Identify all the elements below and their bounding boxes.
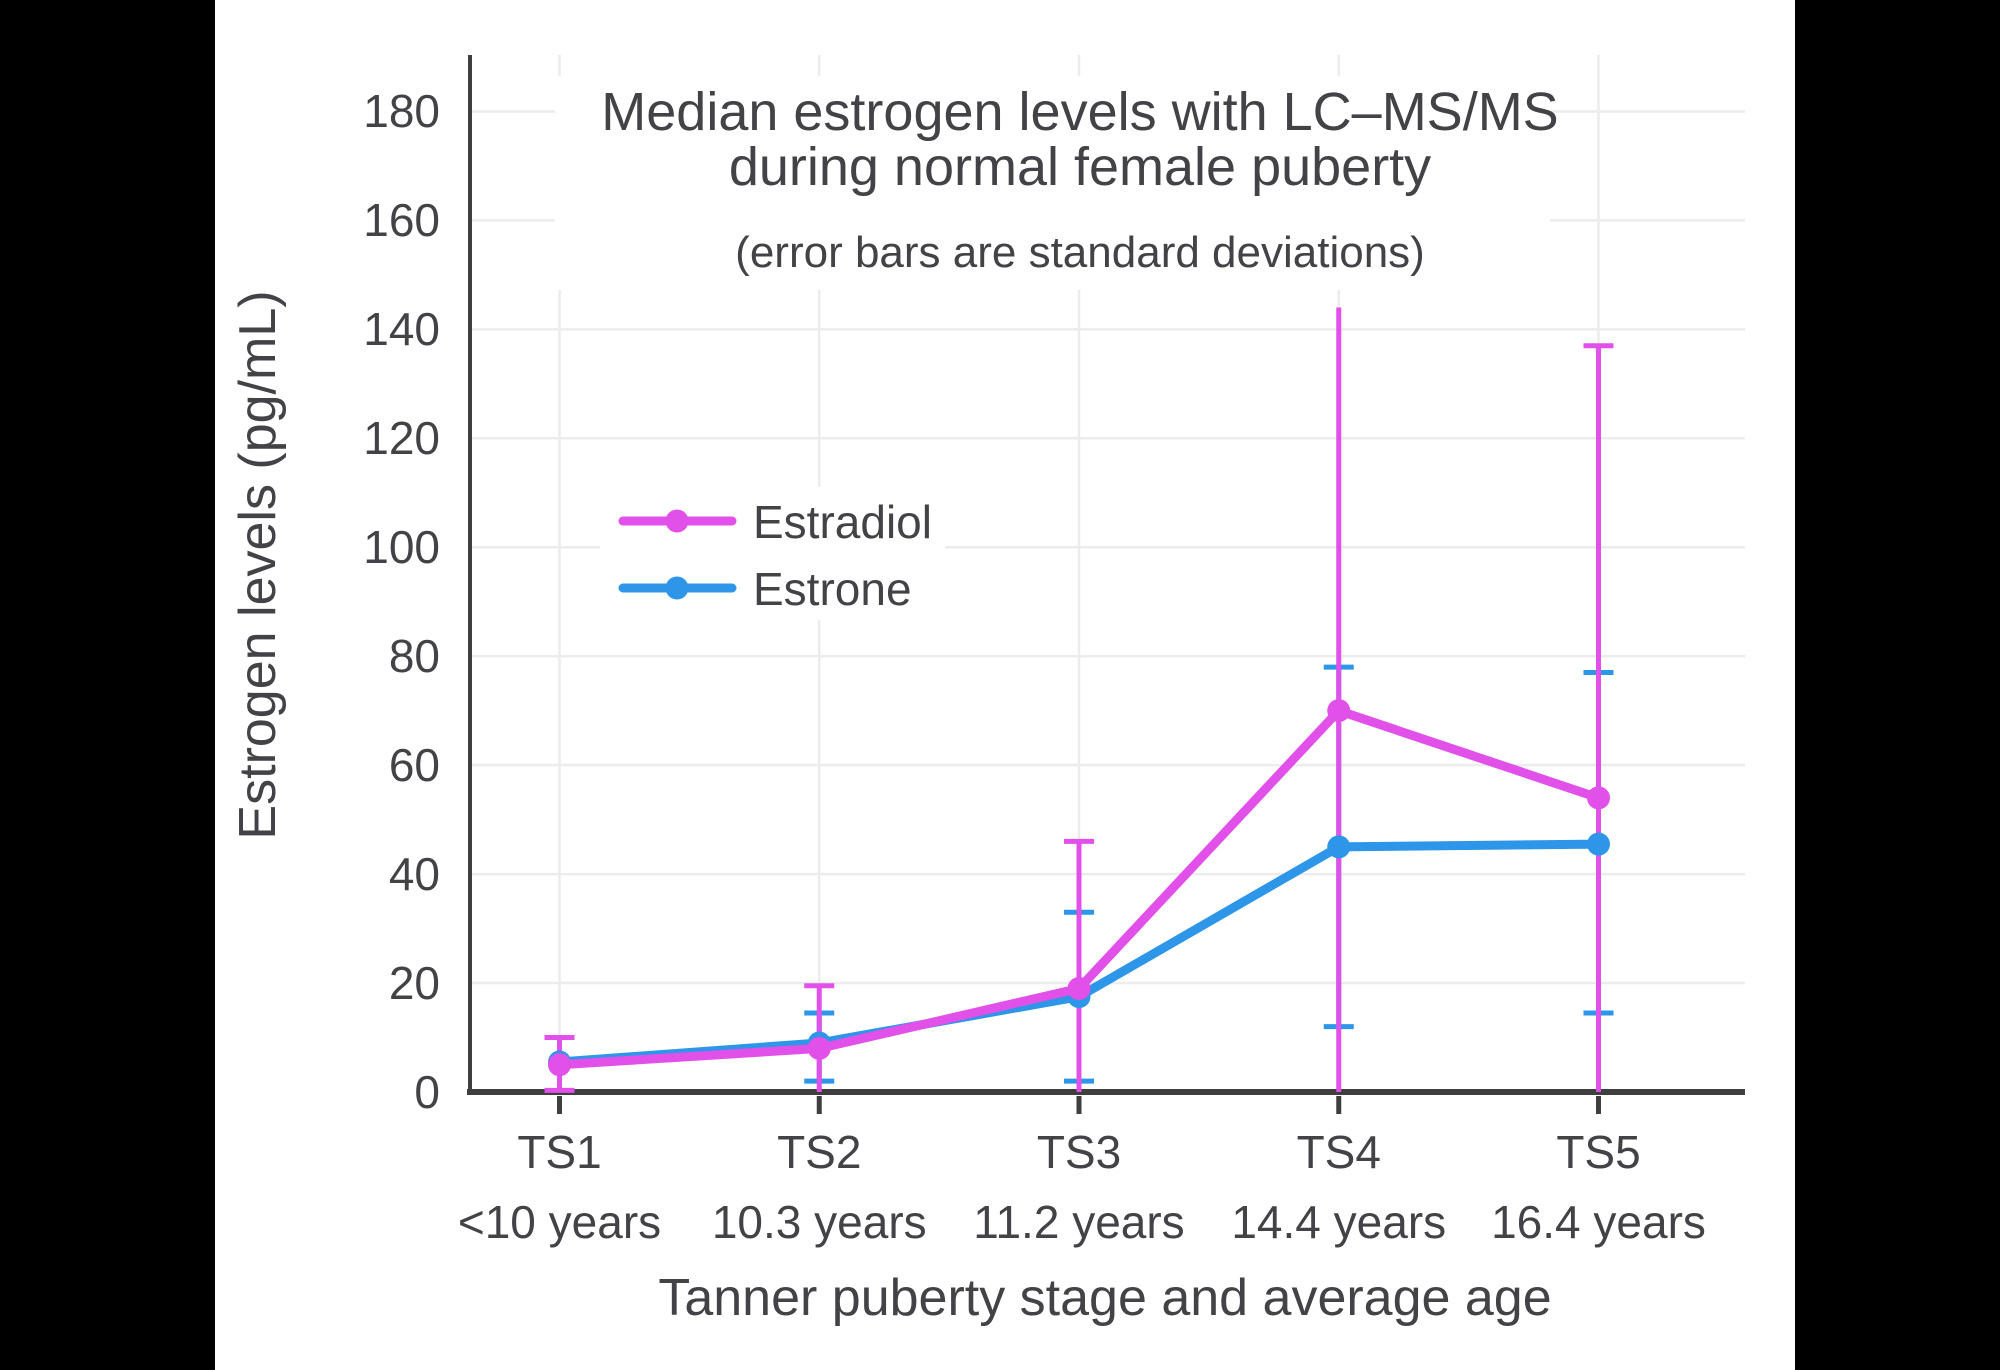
legend-label-estrone: Estrone: [753, 563, 912, 615]
x-tick-label-TS4: TS4: [1296, 1126, 1381, 1178]
data-point-estradiol-TS4: [1327, 699, 1351, 723]
y-tick-label-120: 120: [363, 412, 440, 465]
x-tick-label-TS3: TS3: [1036, 1126, 1122, 1178]
x-tick-label-TS1: TS1: [517, 1126, 602, 1178]
y-tick-label-180: 180: [363, 85, 440, 138]
y-tick-label-60: 60: [388, 739, 440, 792]
legend-swatch-marker-estrone: [665, 576, 689, 600]
y-tick-label-160: 160: [363, 194, 440, 247]
x-age-label-TS1: <10 years: [457, 1196, 662, 1248]
y-tick-label-80: 80: [388, 630, 440, 683]
data-point-estradiol-TS2: [807, 1036, 831, 1060]
data-point-estrone-TS4: [1327, 835, 1351, 859]
x-age-label-TS5: 16.4 years: [1491, 1196, 1706, 1248]
chart-title-line1: Median estrogen levels with LC–MS/MS: [601, 82, 1559, 142]
y-tick-label-140: 140: [363, 303, 440, 356]
y-axis-title: Estrogen levels (pg/mL): [229, 290, 287, 840]
x-age-label-TS3: 11.2 years: [973, 1196, 1185, 1248]
chart-subtitle: (error bars are standard deviations): [735, 228, 1425, 277]
x-tick-label-TS5: TS5: [1556, 1126, 1641, 1178]
x-age-label-TS2: 10.3 years: [711, 1196, 927, 1248]
data-point-estradiol-TS5: [1587, 786, 1610, 810]
legend-backdrop: [600, 487, 945, 620]
x-age-label-TS4: 14.4 years: [1231, 1196, 1447, 1248]
x-axis-title: Tanner puberty stage and average age: [658, 1269, 1552, 1327]
chart-title-line2: during normal female puberty: [728, 137, 1432, 197]
y-tick-label-0: 0: [414, 1066, 440, 1118]
title-backdrop: [555, 76, 1550, 290]
legend-label-estradiol: Estradiol: [753, 496, 932, 548]
y-tick-label-40: 40: [388, 848, 440, 901]
y-tick-label-100: 100: [363, 521, 440, 574]
x-tick-label-TS2: TS2: [777, 1126, 862, 1178]
y-tick-label-20: 20: [388, 957, 440, 1010]
data-point-estradiol-TS1: [548, 1053, 571, 1077]
legend-swatch-marker-estradiol: [665, 509, 689, 533]
data-point-estrone-TS5: [1587, 832, 1610, 856]
data-point-estradiol-TS3: [1067, 976, 1091, 1000]
